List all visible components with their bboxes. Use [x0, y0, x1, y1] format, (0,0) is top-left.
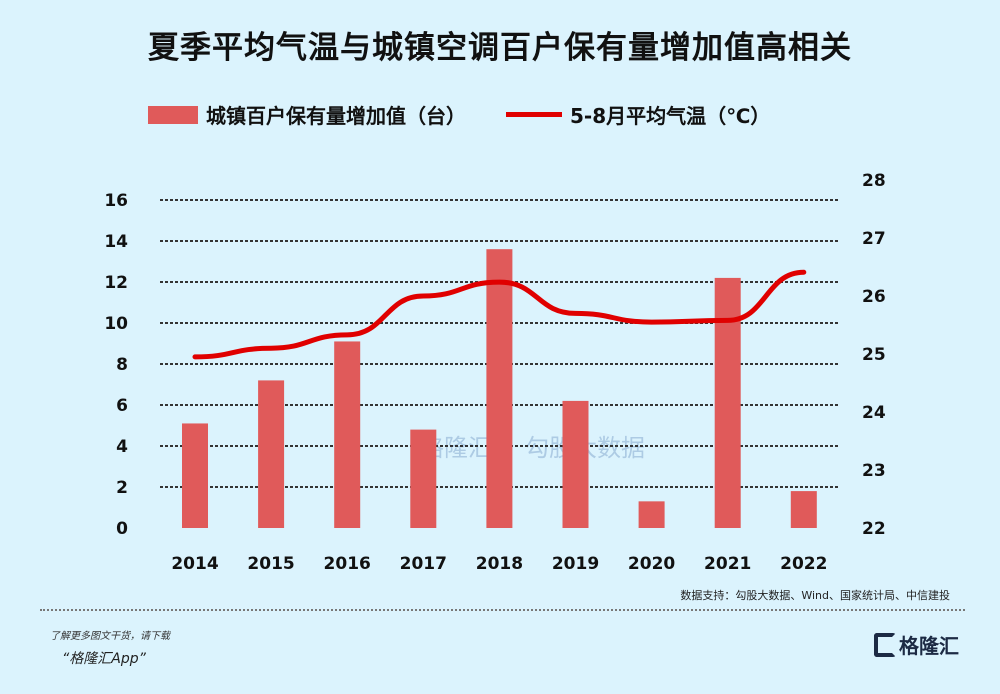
- x-tick-label: 2015: [247, 554, 294, 574]
- legend-line-label: 5-8月平均气温（℃）: [570, 104, 771, 128]
- bar-2016: [334, 341, 361, 528]
- y-right-tick-label: 22: [862, 519, 886, 539]
- y-left-tick-label: 16: [104, 191, 128, 211]
- logo-text: 格隆汇: [899, 634, 959, 658]
- bar-2014: [182, 423, 208, 528]
- divider: [40, 609, 965, 611]
- bar-2022: [790, 491, 817, 528]
- legend-bar-label: 城镇百户保有量增加值（台）: [206, 104, 466, 128]
- y-left-tick-label: 4: [116, 437, 128, 457]
- promo-text: 了解更多图文干货，请下载: [50, 631, 170, 642]
- chart-title: 夏季平均气温与城镇空调百户保有量增加值高相关: [148, 30, 852, 66]
- legend-bar-swatch: [148, 105, 198, 124]
- bar-2021: [714, 277, 741, 528]
- source-note: 数据支持：勾股大数据、Wind、国家统计局、中信建投: [680, 589, 950, 602]
- bar-2015: [258, 380, 285, 528]
- y-left-tick-label: 6: [116, 396, 128, 416]
- y-right-tick-label: 25: [862, 345, 886, 365]
- y-left-tick-label: 14: [104, 232, 128, 252]
- x-tick-label: 2017: [400, 554, 447, 574]
- x-tick-label: 2020: [628, 554, 675, 574]
- legend: 城镇百户保有量增加值（台） 5-8月平均气温（℃）: [148, 100, 770, 129]
- x-tick-label: 2018: [476, 554, 523, 574]
- x-tick-label: 2019: [552, 554, 599, 574]
- y-left-tick-label: 2: [116, 478, 128, 498]
- y-right-tick-label: 24: [862, 403, 886, 423]
- y-left-tick-label: 0: [116, 519, 128, 539]
- y-right-tick-label: 26: [862, 287, 886, 307]
- y-right-tick-label: 27: [862, 229, 886, 249]
- x-tick-label: 2022: [780, 554, 827, 574]
- y-right-tick-label: 23: [862, 461, 886, 481]
- bar-2018: [486, 249, 513, 528]
- x-tick-label: 2014: [171, 554, 218, 574]
- x-tick-label: 2021: [704, 554, 751, 574]
- bar-2017: [410, 429, 437, 528]
- bar-2019: [562, 400, 589, 528]
- x-tick-label: 2016: [324, 554, 371, 574]
- bar-2020: [638, 501, 665, 528]
- y-right-tick-label: 28: [862, 171, 886, 191]
- legend-line-swatch: [506, 112, 562, 117]
- logo-g-icon: [874, 632, 896, 657]
- logo: 格隆汇: [874, 630, 959, 659]
- app-name: “格隆汇App”: [62, 651, 146, 667]
- y-left-tick-label: 8: [116, 355, 128, 375]
- y-left-tick-label: 10: [104, 314, 128, 334]
- y-left-tick-label: 12: [104, 273, 128, 293]
